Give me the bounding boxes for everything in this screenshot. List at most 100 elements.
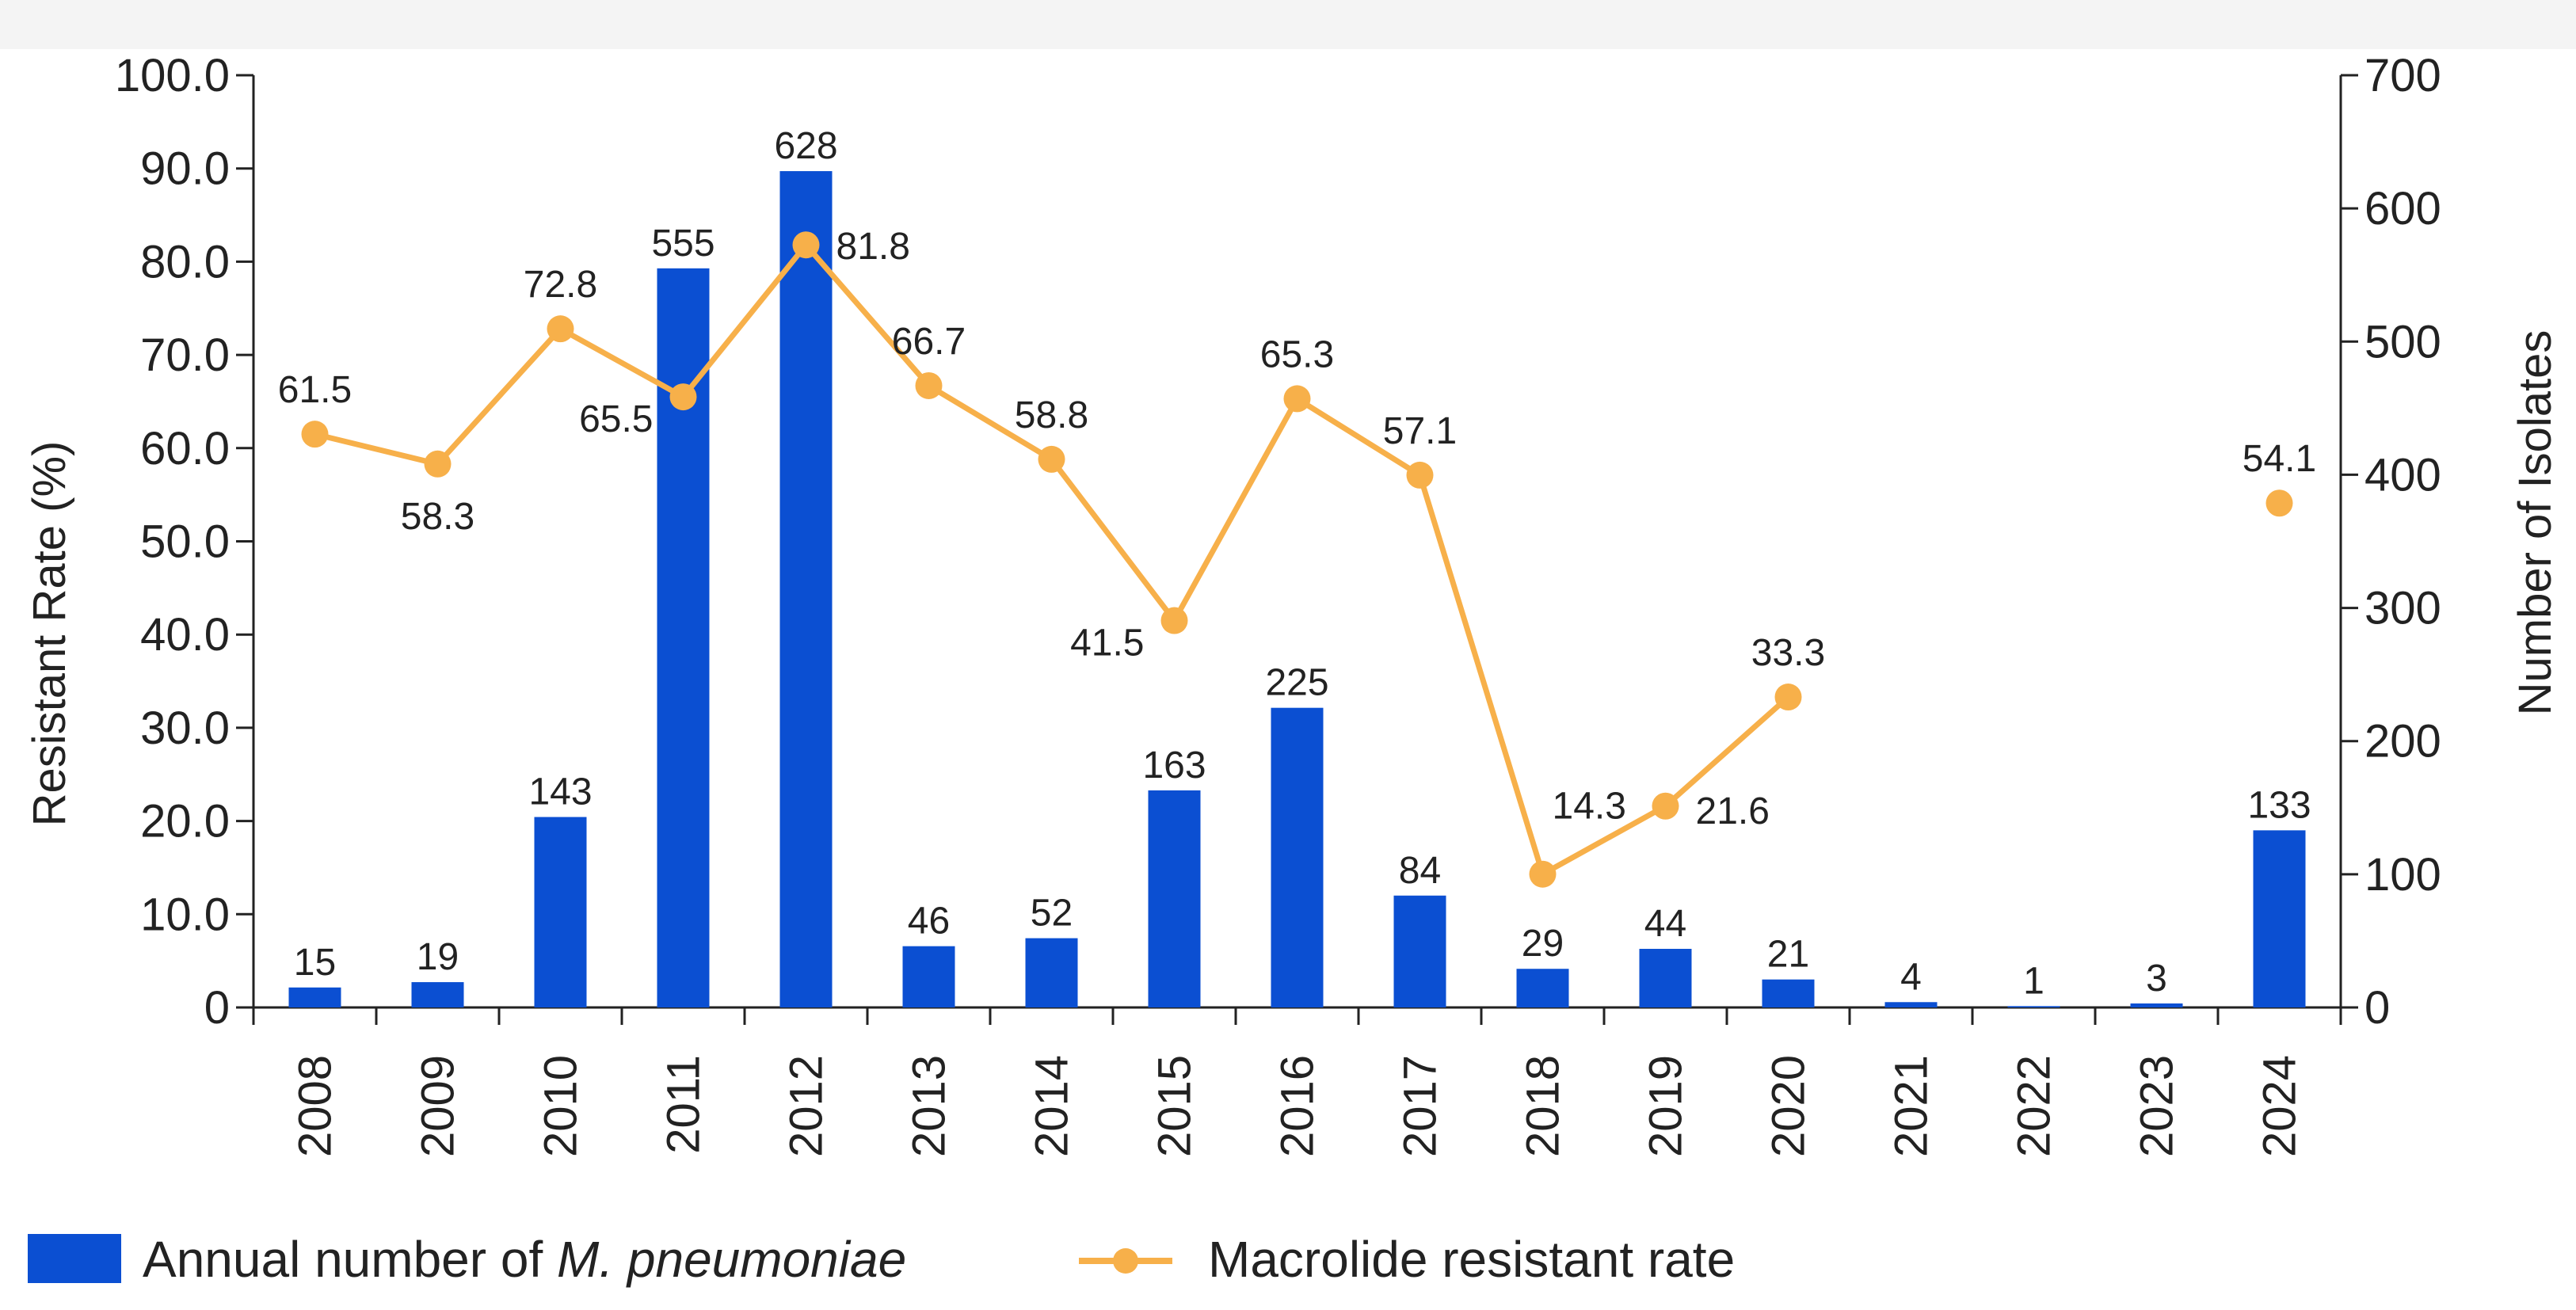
x-tick-label: 2021 bbox=[1886, 1055, 1938, 1157]
bar-value-label: 29 bbox=[1522, 923, 1564, 965]
x-tick-label: 2023 bbox=[2132, 1055, 2183, 1157]
rate-point bbox=[1406, 461, 1434, 489]
y-left-tick-label: 60.0 bbox=[140, 423, 230, 474]
bar bbox=[657, 268, 710, 1007]
bar bbox=[2253, 830, 2306, 1007]
legend: Annual number of M. pneumoniae Macrolide… bbox=[28, 1231, 1735, 1288]
rate-value-label: 58.8 bbox=[1015, 394, 1088, 436]
axes: 0 10.0 20.0 30.0 40.0 50.0 60.0 70.0 80.0 90.0 100… bbox=[115, 50, 2441, 1157]
y-right-tick-label: 200 bbox=[2365, 716, 2441, 767]
x-tick-label: 2013 bbox=[904, 1055, 955, 1157]
y-left-axis-title: Resistant Rate (%) bbox=[24, 441, 75, 827]
y-left-tick-label: 90.0 bbox=[140, 143, 230, 195]
rate-value-label: 54.1 bbox=[2243, 438, 2316, 480]
x-tick-label: 2017 bbox=[1395, 1055, 1446, 1157]
bar-value-label: 163 bbox=[1142, 744, 1206, 786]
legend-bar-label-prefix: Annual number of bbox=[143, 1231, 557, 1288]
rate-point bbox=[547, 315, 574, 343]
legend-bar-label: Annual number of M. pneumoniae bbox=[143, 1231, 906, 1288]
x-tick-label: 2024 bbox=[2254, 1055, 2306, 1157]
x-tick-label: 2010 bbox=[535, 1055, 587, 1157]
y-left-tick-label: 70.0 bbox=[140, 329, 230, 381]
bar bbox=[2130, 1003, 2183, 1007]
bar bbox=[902, 946, 955, 1007]
rate-value-label: 66.7 bbox=[892, 321, 966, 363]
rate-point bbox=[301, 421, 329, 448]
y-left-tick-label: 10.0 bbox=[140, 889, 230, 940]
rate-value-label: 57.1 bbox=[1383, 410, 1457, 452]
x-tick-label: 2011 bbox=[658, 1055, 710, 1154]
rate-value-label: 61.5 bbox=[278, 369, 352, 411]
rate-value-label: 41.5 bbox=[1070, 623, 1144, 665]
bar-value-label: 15 bbox=[294, 942, 336, 984]
bar-value-label: 143 bbox=[528, 771, 592, 813]
y-left-tick-label: 100.0 bbox=[115, 50, 230, 101]
rate-value-label: 65.3 bbox=[1260, 333, 1334, 375]
x-tick-label: 2019 bbox=[1640, 1055, 1692, 1157]
bar-value-label: 3 bbox=[2146, 958, 2167, 1000]
bar-value-label: 628 bbox=[774, 125, 837, 167]
bar bbox=[1639, 949, 1692, 1007]
bar-value-label: 4 bbox=[1900, 956, 1922, 998]
legend-line-label: Macrolide resistant rate bbox=[1208, 1231, 1735, 1288]
y-right-tick-label: 500 bbox=[2365, 316, 2441, 367]
bar bbox=[1884, 1002, 1938, 1007]
rate-value-label: 58.3 bbox=[401, 496, 474, 538]
y-left-tick-label: 40.0 bbox=[140, 609, 230, 661]
bar-value-label: 84 bbox=[1399, 850, 1441, 892]
y-right-axis-title: Number of Isolates bbox=[2509, 330, 2561, 716]
y-right-tick-label: 700 bbox=[2365, 50, 2441, 101]
legend-bar-swatch bbox=[28, 1234, 121, 1283]
bar-value-label: 133 bbox=[2247, 784, 2311, 826]
x-tick-label: 2015 bbox=[1149, 1055, 1201, 1157]
y-right-tick-label: 300 bbox=[2365, 583, 2441, 634]
y-left-tick-label: 20.0 bbox=[140, 796, 230, 847]
bar-series bbox=[288, 171, 2306, 1007]
x-tick-label: 2016 bbox=[1272, 1055, 1324, 1157]
rate-value-label: 72.8 bbox=[524, 264, 597, 306]
bar bbox=[1271, 707, 1324, 1007]
x-tick-label: 2018 bbox=[1518, 1055, 1569, 1157]
rate-point bbox=[2265, 489, 2293, 517]
bar bbox=[779, 171, 833, 1007]
top-strip bbox=[0, 0, 2576, 49]
bar-value-label: 1 bbox=[2023, 960, 2044, 1002]
rate-point bbox=[1529, 860, 1557, 888]
bar bbox=[411, 982, 464, 1007]
x-tick-label: 2008 bbox=[290, 1055, 341, 1157]
rate-value-label: 33.3 bbox=[1751, 632, 1825, 674]
y-left-tick-label: 80.0 bbox=[140, 236, 230, 288]
y-right-tick-label: 600 bbox=[2365, 183, 2441, 234]
rate-value-label: 81.8 bbox=[836, 226, 910, 268]
bar bbox=[1762, 979, 1815, 1007]
rate-point bbox=[1774, 684, 1802, 711]
rate-point bbox=[424, 450, 452, 478]
y-left-tick-label: 0 bbox=[204, 982, 230, 1034]
rate-point bbox=[669, 383, 697, 411]
bar bbox=[1025, 938, 1078, 1007]
bar bbox=[288, 987, 341, 1007]
bar bbox=[1148, 790, 1201, 1007]
bar-value-label: 19 bbox=[417, 936, 459, 978]
bar-value-label: 44 bbox=[1644, 903, 1686, 945]
rate-point bbox=[1160, 607, 1188, 634]
bar bbox=[1516, 969, 1569, 1007]
rate-value-label: 65.5 bbox=[579, 398, 653, 440]
y-right-tick-label: 0 bbox=[2365, 982, 2390, 1034]
rate-point bbox=[1038, 445, 1065, 473]
x-tick-label: 2014 bbox=[1027, 1055, 1078, 1157]
x-tick-label: 2012 bbox=[781, 1055, 833, 1157]
bar-value-label: 21 bbox=[1767, 934, 1809, 976]
y-left-tick-label: 50.0 bbox=[140, 516, 230, 568]
rate-point bbox=[1283, 385, 1311, 413]
x-tick-label: 2020 bbox=[1763, 1055, 1815, 1157]
legend-line-marker bbox=[1113, 1248, 1138, 1274]
bar bbox=[2007, 1006, 2060, 1007]
line-series bbox=[301, 231, 2293, 888]
rate-value-label: 14.3 bbox=[1553, 786, 1626, 828]
rate-value-label: 21.6 bbox=[1696, 790, 1770, 832]
y-right-tick-label: 100 bbox=[2365, 849, 2441, 901]
